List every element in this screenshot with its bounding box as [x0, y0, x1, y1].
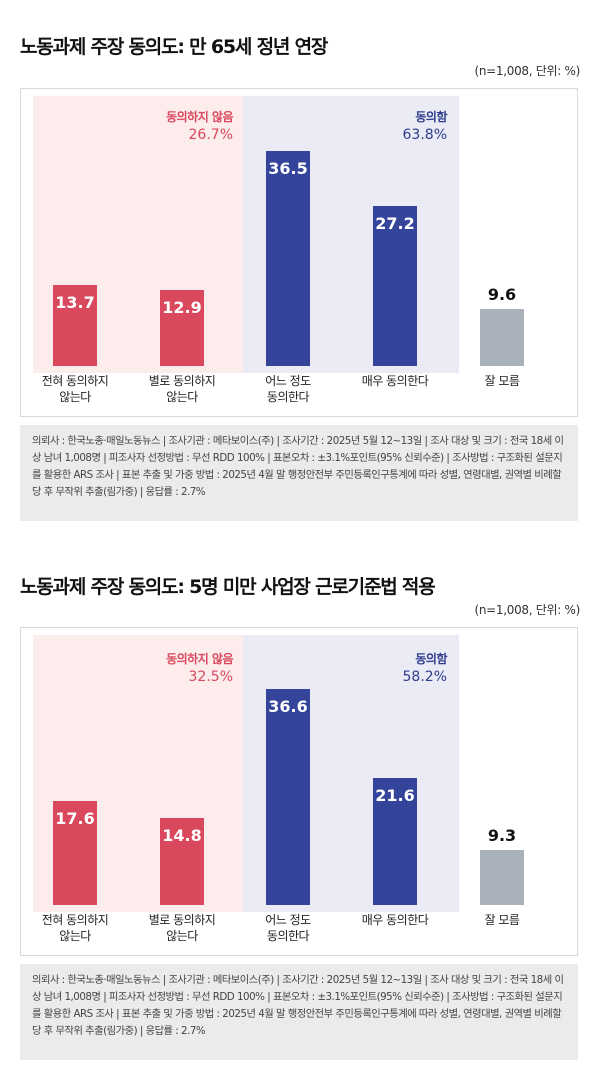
- chart-frame: 동의하지 않음 32.5% 동의함 58.2% 17.6 전혀 동의하지 않는다 14…: [20, 627, 578, 956]
- bar-value-label: 9.3: [487, 826, 517, 846]
- category-label: 어느 정도 동의한다: [265, 374, 311, 404]
- bar: [53, 801, 97, 905]
- category-label: 어느 정도 동의한다: [265, 913, 311, 943]
- category-label: 매우 동의한다: [361, 913, 429, 927]
- bar-value-label: 14.8: [162, 825, 202, 845]
- bar-value-label: 9.6: [487, 285, 517, 305]
- category-label: 매우 동의한다: [361, 374, 429, 388]
- bar: [373, 205, 417, 366]
- survey-note: 의뢰사 : 한국노총·매일노동뉴스 | 조사기관 : 메타보이스(주) | 조사…: [20, 964, 578, 1060]
- category-label: 전혀 동의하지 않는다: [41, 913, 109, 943]
- agree-group-pct: 63.8%: [402, 127, 447, 143]
- bar-value-label: 36.5: [268, 158, 308, 178]
- bar-value-label: 27.2: [375, 213, 415, 233]
- disagree-group-pct: 32.5%: [188, 669, 233, 685]
- bar-value-label: 12.9: [162, 297, 202, 317]
- bar: [480, 850, 524, 905]
- bar: [266, 689, 310, 905]
- disagree-group-label: 동의하지 않음: [166, 110, 233, 124]
- chart-title: 노동과제 주장 동의도: 만 65세 정년 연장: [20, 36, 328, 58]
- bar: [373, 777, 417, 905]
- category-label: 잘 모름: [484, 374, 520, 388]
- bar: [160, 817, 204, 905]
- survey-note: 의뢰사 : 한국노총·매일노동뉴스 | 조사기관 : 메타보이스(주) | 조사…: [20, 425, 578, 521]
- category-label: 잘 모름: [484, 913, 520, 927]
- chart-title: 노동과제 주장 동의도: 5명 미만 사업장 근로기준법 적용: [20, 576, 436, 598]
- bar: [53, 285, 97, 366]
- disagree-group-label: 동의하지 않음: [166, 652, 233, 666]
- bar: [480, 309, 524, 366]
- agree-group-pct: 58.2%: [402, 669, 447, 685]
- chart-section-2: 노동과제 주장 동의도: 5명 미만 사업장 근로기준법 적용 (n=1,008…: [0, 540, 598, 1081]
- category-label: 전혀 동의하지 않는다: [41, 374, 109, 404]
- unit-note: (n=1,008, 단위: %): [474, 64, 580, 78]
- agree-group-label: 동의함: [415, 110, 447, 124]
- agree-group-label: 동의함: [415, 652, 447, 666]
- category-label: 별로 동의하지 않는다: [148, 913, 216, 943]
- bar-value-label: 13.7: [55, 293, 95, 313]
- bar-value-label: 17.6: [55, 809, 95, 829]
- bar-value-label: 36.6: [268, 697, 308, 717]
- bar: [266, 150, 310, 366]
- bar-value-label: 21.6: [375, 785, 415, 805]
- chart-frame: 동의하지 않음 26.7% 동의함 63.8% 13.7 전혀 동의하지 않는다 12…: [20, 88, 578, 417]
- unit-note: (n=1,008, 단위: %): [474, 603, 580, 617]
- category-label: 별로 동의하지 않는다: [148, 374, 216, 404]
- disagree-group-pct: 26.7%: [188, 127, 233, 143]
- bar: [160, 289, 204, 366]
- chart-section-1: 노동과제 주장 동의도: 만 65세 정년 연장 (n=1,008, 단위: %…: [0, 0, 598, 540]
